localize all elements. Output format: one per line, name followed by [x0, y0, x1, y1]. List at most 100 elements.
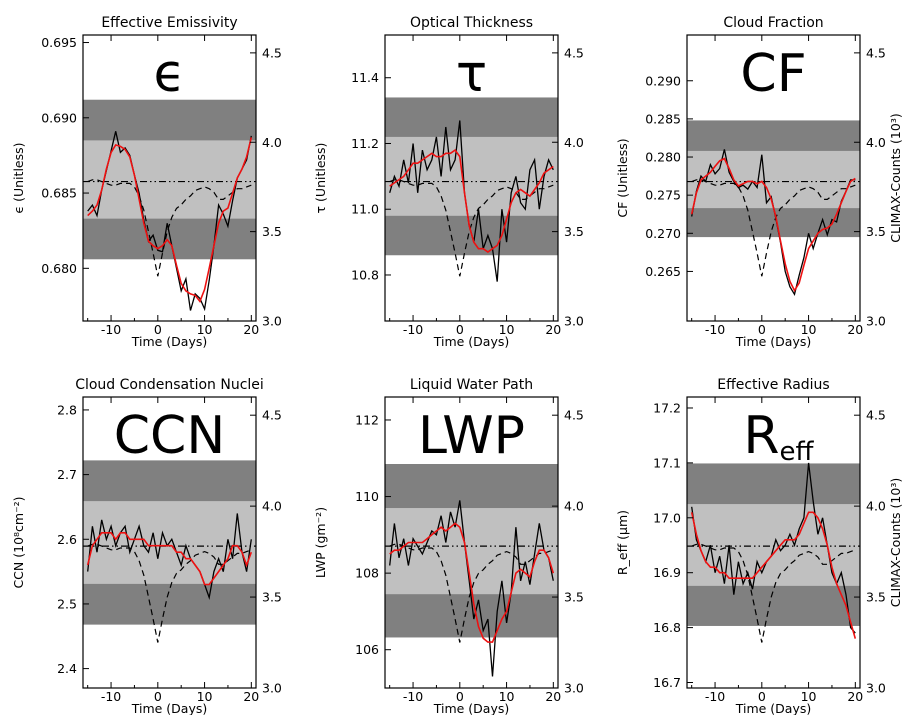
x-tick-label: 20	[847, 322, 863, 337]
panel-3: -10 0 10 20 Time (Days) 0.265 0.270 0.275 0.280 0…	[615, 15, 903, 349]
y-tick-label: 106	[355, 642, 379, 657]
inner-band	[687, 150, 860, 209]
plot-area	[687, 462, 860, 643]
y2-tick-label: 4.5	[262, 45, 282, 60]
plot-area	[83, 460, 256, 643]
x-tick-label: 0	[758, 689, 766, 704]
climax-counts-line	[87, 179, 252, 277]
x-axis-label: Time (Days)	[433, 701, 510, 715]
x-axis-label: Time (Days)	[131, 334, 208, 349]
x-tick-label: 0	[456, 322, 464, 337]
plot-area	[687, 120, 860, 296]
y2-tick-label: 3.0	[262, 681, 282, 696]
panel-symbol: R	[743, 406, 779, 466]
x-axis-label: Time (Days)	[131, 701, 208, 715]
panel-6: -10 0 10 20 Time (Days) 16.7 16.8 16.9 17.0 17.1 1…	[615, 377, 903, 715]
y2-tick-label: 4.5	[866, 408, 886, 423]
y2-tick-label: 3.0	[564, 314, 584, 329]
y2-tick-label: 4.0	[262, 499, 282, 514]
y2-tick-label: 4.0	[262, 135, 282, 150]
x-tick-label: 20	[243, 322, 259, 337]
plot-frame	[384, 34, 559, 322]
y2-tick-label: 4.5	[564, 408, 584, 423]
y-tick-label: 16.7	[653, 675, 681, 690]
y-axis-label: CF (Unitless)	[615, 138, 630, 217]
y2-tick-label: 4.0	[564, 499, 584, 514]
plot-area	[385, 97, 558, 282]
panel-title: Cloud Condensation Nuclei	[75, 377, 264, 393]
y-tick-label: 11.0	[351, 202, 379, 217]
smoothed-series-line	[86, 531, 253, 586]
y-tick-label: 0.275	[645, 188, 681, 203]
y-tick-label: 2.8	[57, 402, 77, 417]
plot-area	[385, 464, 558, 677]
y-tick-label: 17.0	[653, 510, 681, 525]
y-tick-label: 16.8	[653, 620, 681, 635]
panel-symbol: CF	[740, 44, 806, 104]
y-tick-label: 17.2	[653, 400, 681, 415]
y2-tick-label: 3.5	[866, 590, 886, 605]
smoothed-series-line	[389, 522, 555, 643]
y2-tick-label: 4.0	[866, 135, 886, 150]
y2-tick-label: 3.5	[564, 224, 584, 239]
y-tick-label: 11.4	[351, 70, 379, 85]
x-tick-label: 10	[801, 322, 817, 337]
y-tick-label: 2.7	[57, 467, 77, 482]
y2-tick-label: 3.5	[262, 224, 282, 239]
y2-tick-label: 3.5	[564, 590, 584, 605]
panel-title: Effective Emissivity	[101, 15, 237, 31]
smoothed-series-line	[690, 157, 856, 293]
y2-axis-label: CLIMAX-Counts (10³)	[888, 478, 903, 607]
y-axis-label: CCN (10⁸cm⁻²)	[11, 496, 26, 588]
panel-title: Cloud Fraction	[723, 15, 823, 31]
x-axis-label: Time (Days)	[735, 701, 812, 715]
y-tick-label: 0.690	[41, 110, 77, 125]
y2-tick-label: 3.5	[262, 590, 282, 605]
panel-symbol: CCN	[114, 406, 226, 466]
x-tick-label: -10	[705, 322, 725, 337]
y-tick-label: 0.290	[645, 73, 681, 88]
panel-title: Optical Thickness	[410, 15, 533, 31]
smoothed-series-line	[389, 148, 554, 253]
x-tick-label: 10	[499, 322, 515, 337]
panel-symbol-subscript: eff	[780, 437, 815, 467]
y2-tick-label: 3.0	[564, 681, 584, 696]
smoothed-series-line	[87, 137, 253, 303]
x-tick-label: -10	[101, 322, 121, 337]
x-axis-label: Time (Days)	[433, 334, 510, 349]
y-tick-label: 17.1	[653, 455, 681, 470]
x-tick-label: 20	[545, 322, 561, 337]
plot-frame	[82, 34, 257, 322]
x-tick-label: 10	[499, 689, 515, 704]
y-axis-label: R_eff (μm)	[615, 510, 630, 575]
y2-tick-label: 3.0	[866, 314, 886, 329]
panel-symbol: τ	[456, 44, 487, 104]
x-tick-label: 10	[197, 322, 213, 337]
y-tick-label: 2.4	[57, 661, 77, 676]
y-tick-label: 0.285	[645, 111, 681, 126]
y-tick-label: 0.270	[645, 226, 681, 241]
panel-title: Effective Radius	[717, 377, 829, 393]
x-tick-label: -10	[101, 689, 121, 704]
y2-tick-label: 3.0	[866, 681, 886, 696]
x-tick-label: 20	[847, 689, 863, 704]
y-axis-label: LWP (gm⁻²)	[313, 507, 328, 578]
y-tick-label: 10.8	[351, 267, 379, 282]
y-tick-label: 112	[355, 412, 379, 427]
y2-tick-label: 3.5	[866, 224, 886, 239]
x-tick-label: 0	[758, 322, 766, 337]
plot-frame	[384, 396, 559, 689]
y-axis-label: τ (Unitless)	[313, 143, 328, 214]
panel-4: -10 0 10 20 Time (Days) 2.4 2.5 2.6 2.7 2.8 3.0 3.5…	[11, 377, 282, 715]
raw-series-line	[87, 513, 252, 601]
plot-frame	[686, 34, 861, 322]
x-tick-label: 0	[456, 689, 464, 704]
raw-series-line	[389, 500, 554, 677]
y-tick-label: 0.685	[41, 186, 77, 201]
y-tick-label: 0.265	[645, 264, 681, 279]
panel-title: Liquid Water Path	[410, 377, 533, 393]
y-tick-label: 16.9	[653, 565, 681, 580]
panel-2: -10 0 10 20 Time (Days) 10.8 11.0 11.2 11.4 3.0 3.…	[313, 15, 584, 349]
y-tick-label: 11.2	[351, 136, 379, 151]
